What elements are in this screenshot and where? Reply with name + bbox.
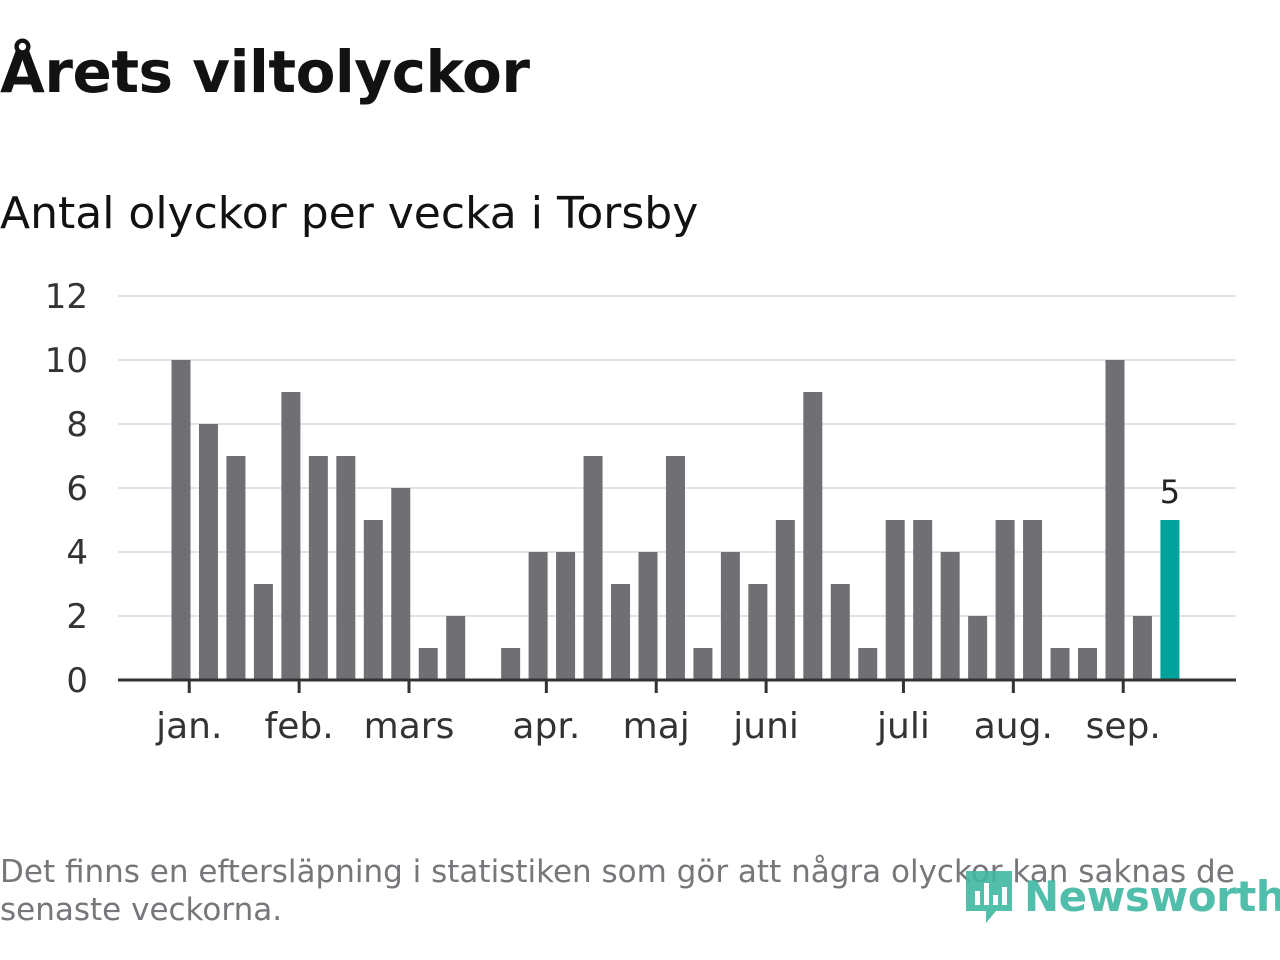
bar (940, 552, 960, 680)
bar (583, 456, 603, 680)
bar (336, 456, 356, 680)
bar (775, 520, 795, 680)
chart-subtitle: Antal olyckor per vecka i Torsby (0, 188, 699, 239)
x-tick-label: sep. (1086, 706, 1161, 747)
y-tick-label: 2 (66, 597, 88, 637)
chart-title: Årets viltolyckor (0, 38, 530, 106)
x-tick-label: mars (364, 706, 455, 747)
bar (226, 456, 246, 680)
bar (1023, 520, 1043, 680)
bar (363, 520, 383, 680)
bar (1078, 648, 1098, 680)
bar (418, 648, 438, 680)
bar-highlighted (1160, 520, 1180, 680)
bar (803, 392, 823, 680)
bar (501, 648, 521, 680)
bar (446, 616, 466, 680)
newsworthy-logo-icon (966, 871, 1012, 923)
x-tick-label: feb. (265, 706, 334, 747)
bar (281, 392, 301, 680)
bar (968, 616, 988, 680)
newsworthy-logo-text: Newsworthy (1024, 871, 1280, 921)
bar (171, 360, 191, 680)
x-tick-label: apr. (512, 706, 580, 747)
bar (748, 584, 768, 680)
bars (171, 360, 1180, 680)
bar (308, 456, 328, 680)
bar (556, 552, 576, 680)
x-tick-label: maj (623, 706, 690, 747)
bar-chart: 0 2 4 6 8 10 12 jan. feb. mars apr. maj juni juli aug… (45, 277, 1236, 747)
x-tick-label: juli (876, 706, 930, 747)
bar (1050, 648, 1070, 680)
highlight-value-label: 5 (1160, 473, 1180, 511)
bar (995, 520, 1015, 680)
footnote: Det finns en eftersläpning i statistiken… (0, 854, 1235, 928)
x-tick-label: juni (732, 706, 799, 747)
bar (611, 584, 631, 680)
bar (693, 648, 713, 680)
bar (253, 584, 273, 680)
y-tick-label: 6 (66, 469, 88, 509)
bar (913, 520, 933, 680)
y-tick-label: 4 (66, 533, 88, 573)
y-axis-labels: 0 2 4 6 8 10 12 (45, 277, 88, 701)
bar (1105, 360, 1125, 680)
x-tick-label: jan. (155, 706, 222, 747)
x-axis-ticks: jan. feb. mars apr. maj juni juli aug. sep. (155, 680, 1161, 747)
bar (198, 424, 218, 680)
x-tick-label: aug. (974, 706, 1053, 747)
newsworthy-logo: Newsworthy (962, 866, 1280, 926)
bar (391, 488, 411, 680)
bar (858, 648, 878, 680)
bar (830, 584, 850, 680)
y-tick-label: 0 (66, 661, 88, 701)
bar (1132, 616, 1152, 680)
bar (720, 552, 740, 680)
bar (665, 456, 685, 680)
y-tick-label: 12 (45, 277, 88, 317)
y-tick-label: 8 (66, 405, 88, 445)
bar (638, 552, 658, 680)
y-tick-label: 10 (45, 341, 88, 381)
bar (885, 520, 905, 680)
bar (528, 552, 548, 680)
